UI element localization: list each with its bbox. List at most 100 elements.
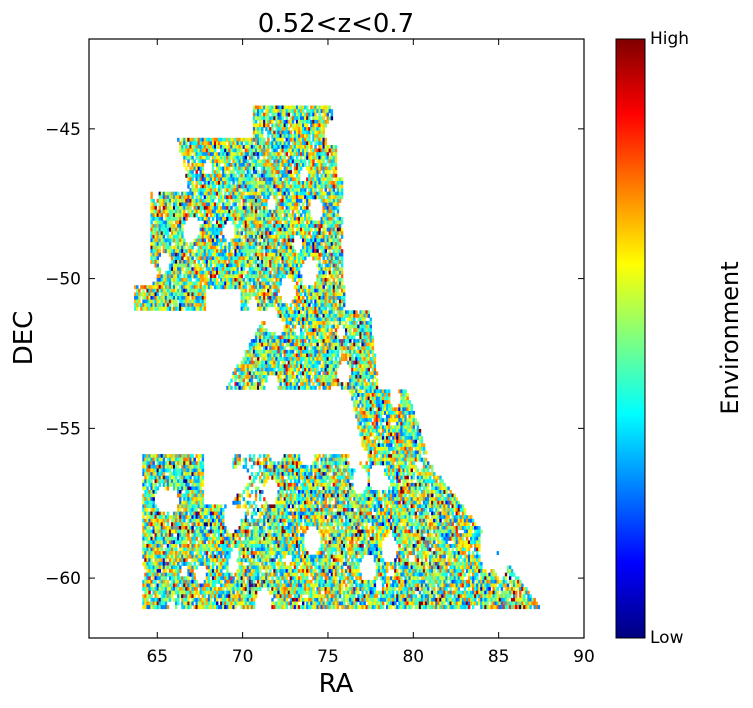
heatmap-cell — [318, 195, 321, 200]
heatmap-cell — [261, 170, 264, 175]
heatmap-cell — [297, 335, 301, 340]
heatmap-cell — [306, 181, 309, 185]
heatmap-cell — [152, 213, 155, 218]
heatmap-cell — [263, 152, 266, 157]
heatmap-cell — [205, 155, 209, 160]
heatmap-cell — [297, 278, 301, 282]
heatmap-cell — [259, 353, 262, 358]
heatmap-cell — [361, 371, 364, 376]
heatmap-cell — [320, 299, 323, 304]
heatmap-cell — [197, 256, 200, 261]
heatmap-cell — [302, 202, 305, 207]
heatmap-cell — [371, 360, 375, 365]
heatmap-cell — [257, 274, 260, 279]
heatmap-cell — [295, 378, 299, 383]
heatmap-cell — [338, 292, 342, 297]
heatmap-cell — [334, 328, 338, 333]
heatmap-cell — [291, 270, 295, 275]
heatmap-cell — [265, 220, 268, 225]
heatmap-cell — [181, 281, 184, 286]
heatmap-cell — [330, 231, 334, 236]
heatmap-cell — [205, 227, 209, 232]
heatmap-cell — [265, 274, 268, 279]
heatmap-cell — [173, 224, 176, 229]
heatmap-cell — [289, 385, 293, 390]
heatmap-cell — [240, 145, 243, 149]
heatmap-cell — [250, 173, 254, 178]
heatmap-cell — [287, 364, 291, 369]
heatmap-cell — [351, 317, 354, 322]
heatmap-cell — [189, 267, 192, 272]
heatmap-cell — [300, 306, 303, 311]
heatmap-cell — [259, 177, 262, 182]
heatmap-cell — [318, 335, 321, 340]
heatmap-cell — [265, 163, 268, 167]
heatmap-cell — [259, 245, 262, 250]
heatmap-cell — [297, 191, 301, 196]
heatmap-cell — [308, 371, 311, 376]
heatmap-cell — [220, 191, 223, 196]
heatmap-cell — [232, 267, 235, 272]
heatmap-cell — [371, 353, 375, 358]
heatmap-cell — [306, 357, 309, 362]
heatmap-cell — [320, 198, 323, 203]
heatmap-cell — [150, 260, 153, 264]
heatmap-cell — [279, 206, 282, 211]
heatmap-cell — [345, 385, 348, 390]
heatmap-cell — [252, 274, 256, 279]
heatmap-cell — [173, 299, 176, 304]
heatmap-cell — [338, 278, 342, 282]
heatmap-cell — [330, 349, 334, 354]
heatmap-cell — [367, 353, 370, 358]
heatmap-cell — [211, 141, 215, 146]
heatmap-cell — [207, 238, 211, 243]
heatmap-cell — [279, 296, 282, 300]
heatmap-cell — [330, 152, 334, 157]
heatmap-cell — [248, 148, 252, 153]
heatmap-cell — [336, 188, 340, 193]
heatmap-cell — [328, 342, 331, 347]
heatmap-cell — [222, 173, 225, 178]
heatmap-cell — [285, 216, 288, 221]
heatmap-cell — [295, 195, 299, 200]
heatmap-cell — [314, 364, 317, 369]
heatmap-cell — [306, 245, 309, 250]
heatmap-cell — [336, 306, 340, 311]
heatmap-cell — [197, 155, 200, 160]
heatmap-cell — [308, 198, 311, 203]
heatmap-cell — [328, 270, 331, 275]
heatmap-cell — [338, 227, 342, 232]
heatmap-cell — [259, 378, 262, 383]
heatmap-cell — [326, 285, 329, 290]
heatmap-cell — [295, 371, 299, 376]
heatmap-cell — [181, 242, 184, 247]
heatmap-cell — [244, 159, 248, 164]
heatmap-cell — [347, 328, 350, 333]
heatmap-cell — [279, 371, 282, 376]
heatmap-cell — [216, 224, 219, 229]
heatmap-cell — [277, 364, 280, 369]
heatmap-cell — [201, 173, 205, 178]
heatmap-cell — [189, 202, 192, 207]
heatmap-cell — [304, 385, 307, 390]
heatmap-cell — [295, 288, 299, 293]
heatmap-cell — [320, 324, 323, 329]
heatmap-cell — [302, 220, 305, 225]
heatmap-cell — [213, 231, 217, 236]
heatmap-cell — [318, 134, 321, 139]
heatmap-cell — [275, 166, 278, 171]
heatmap-cell — [324, 375, 327, 379]
heatmap-cell — [310, 342, 313, 347]
heatmap-cell — [300, 296, 303, 300]
heatmap-cell — [367, 339, 370, 344]
heatmap-cell — [328, 260, 331, 264]
heatmap-cell — [295, 184, 299, 189]
heatmap-cell — [291, 191, 295, 196]
heatmap-cell — [224, 281, 227, 286]
heatmap-cell — [320, 249, 323, 254]
heatmap-cell — [371, 367, 375, 372]
heatmap-cells — [134, 105, 540, 610]
heatmap-cell — [322, 274, 325, 279]
heatmap-cell — [242, 306, 245, 311]
heatmap-cell — [316, 123, 319, 128]
